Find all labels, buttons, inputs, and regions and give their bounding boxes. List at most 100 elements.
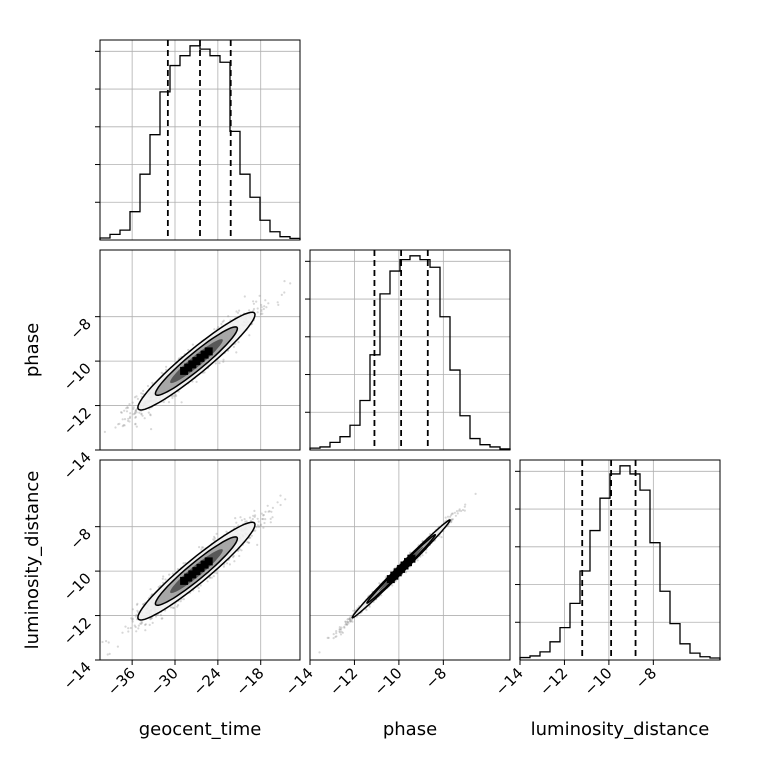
scatter-point	[232, 554, 235, 558]
scatter-point	[218, 362, 221, 365]
scatter-point	[463, 509, 466, 512]
scatter-point	[221, 320, 224, 323]
scatter-point	[217, 326, 220, 329]
scatter-point	[134, 422, 137, 425]
scatter-point	[222, 360, 225, 363]
scatter-point	[168, 573, 171, 576]
scatter-point	[348, 616, 352, 619]
scatter-point	[338, 628, 341, 631]
scatter-point	[233, 560, 236, 563]
scatter-point	[128, 403, 131, 406]
scatter-point	[180, 401, 183, 404]
density-block	[407, 554, 416, 563]
scatter-point	[248, 334, 251, 337]
scatter-point	[334, 635, 337, 639]
scatter-point	[101, 640, 104, 644]
scatter-point	[212, 538, 215, 541]
scatter-point	[105, 640, 108, 643]
scatter-point	[208, 576, 211, 580]
y-tick-label: −12	[60, 404, 95, 439]
scatter-point	[144, 623, 147, 627]
x-tick-label: −36	[104, 664, 139, 699]
scatter-point	[151, 381, 154, 384]
scatter-point	[136, 602, 139, 605]
scatter-point	[243, 518, 246, 521]
scatter-point	[238, 309, 241, 312]
scatter-point	[440, 536, 443, 539]
scatter-point	[269, 517, 272, 521]
scatter-point	[126, 419, 130, 422]
scatter-point	[454, 514, 457, 517]
scatter-point	[257, 525, 260, 529]
scatter-point	[405, 571, 408, 574]
scatter-point	[120, 411, 123, 414]
scatter-point	[135, 425, 138, 428]
scatter-point	[270, 510, 273, 513]
scatter-point	[256, 517, 259, 520]
scatter-point	[252, 302, 255, 305]
scatter-point	[262, 307, 265, 311]
scatter-point	[123, 418, 127, 421]
scatter-point	[175, 394, 178, 397]
scatter-point	[134, 411, 137, 414]
scatter-point	[263, 521, 266, 525]
scatter-point	[127, 417, 130, 420]
scatter-point	[172, 606, 175, 610]
scatter-point	[134, 625, 137, 629]
scatter-point	[339, 628, 342, 631]
scatter-point	[451, 518, 454, 521]
scatter-point	[463, 505, 466, 508]
scatter-point	[349, 617, 352, 620]
scatter-point	[349, 620, 352, 623]
x-tick-label: −18	[232, 664, 267, 699]
scatter-point	[279, 494, 282, 497]
scatter-point	[244, 520, 247, 523]
scatter-point	[248, 541, 251, 544]
scatter-point	[352, 609, 355, 612]
scatter-point	[350, 618, 353, 621]
scatter-point	[259, 524, 262, 527]
scatter-point	[214, 362, 217, 365]
scatter-point	[179, 600, 182, 603]
x-tick-label: −30	[147, 664, 182, 699]
scatter-point	[138, 411, 141, 414]
scatter-point	[220, 322, 223, 326]
scatter-point	[253, 515, 256, 519]
scatter-point	[264, 299, 267, 302]
scatter-point	[202, 546, 205, 549]
scatter-point	[135, 603, 139, 606]
scatter-point	[279, 503, 282, 507]
scatter-point	[150, 617, 153, 620]
scatter-point	[254, 514, 257, 517]
histogram-panel-phase	[305, 249, 511, 451]
scatter-point	[339, 633, 343, 636]
scatter-point	[125, 407, 128, 410]
scatter-point	[260, 308, 263, 311]
scatter-point	[161, 577, 164, 580]
scatter-point	[142, 389, 145, 392]
scatter-point	[235, 351, 238, 354]
y-tick-label: −10	[60, 569, 95, 604]
scatter-point	[131, 401, 134, 404]
scatter-point	[133, 396, 137, 399]
scatter-point	[131, 608, 134, 611]
scatter-point	[134, 423, 137, 426]
scatter-point	[276, 301, 279, 304]
scatter-point	[409, 551, 412, 554]
density-block	[188, 360, 197, 369]
scatter-point	[106, 653, 109, 656]
scatter-point	[338, 631, 341, 634]
scatter-point	[203, 371, 206, 374]
scatter-point	[151, 621, 154, 625]
scatter-point	[391, 584, 394, 587]
scatter-point	[318, 651, 321, 654]
scatter-panel-geocent_time-luminosity_distance	[99, 459, 301, 661]
y-axis-label-luminosity_distance: luminosity_distance	[22, 471, 43, 650]
scatter-point	[264, 518, 267, 521]
scatter-point	[118, 422, 121, 425]
scatter-point	[343, 626, 346, 629]
scatter-point	[232, 556, 235, 559]
scatter-point	[450, 512, 453, 515]
scatter-point	[108, 652, 111, 656]
